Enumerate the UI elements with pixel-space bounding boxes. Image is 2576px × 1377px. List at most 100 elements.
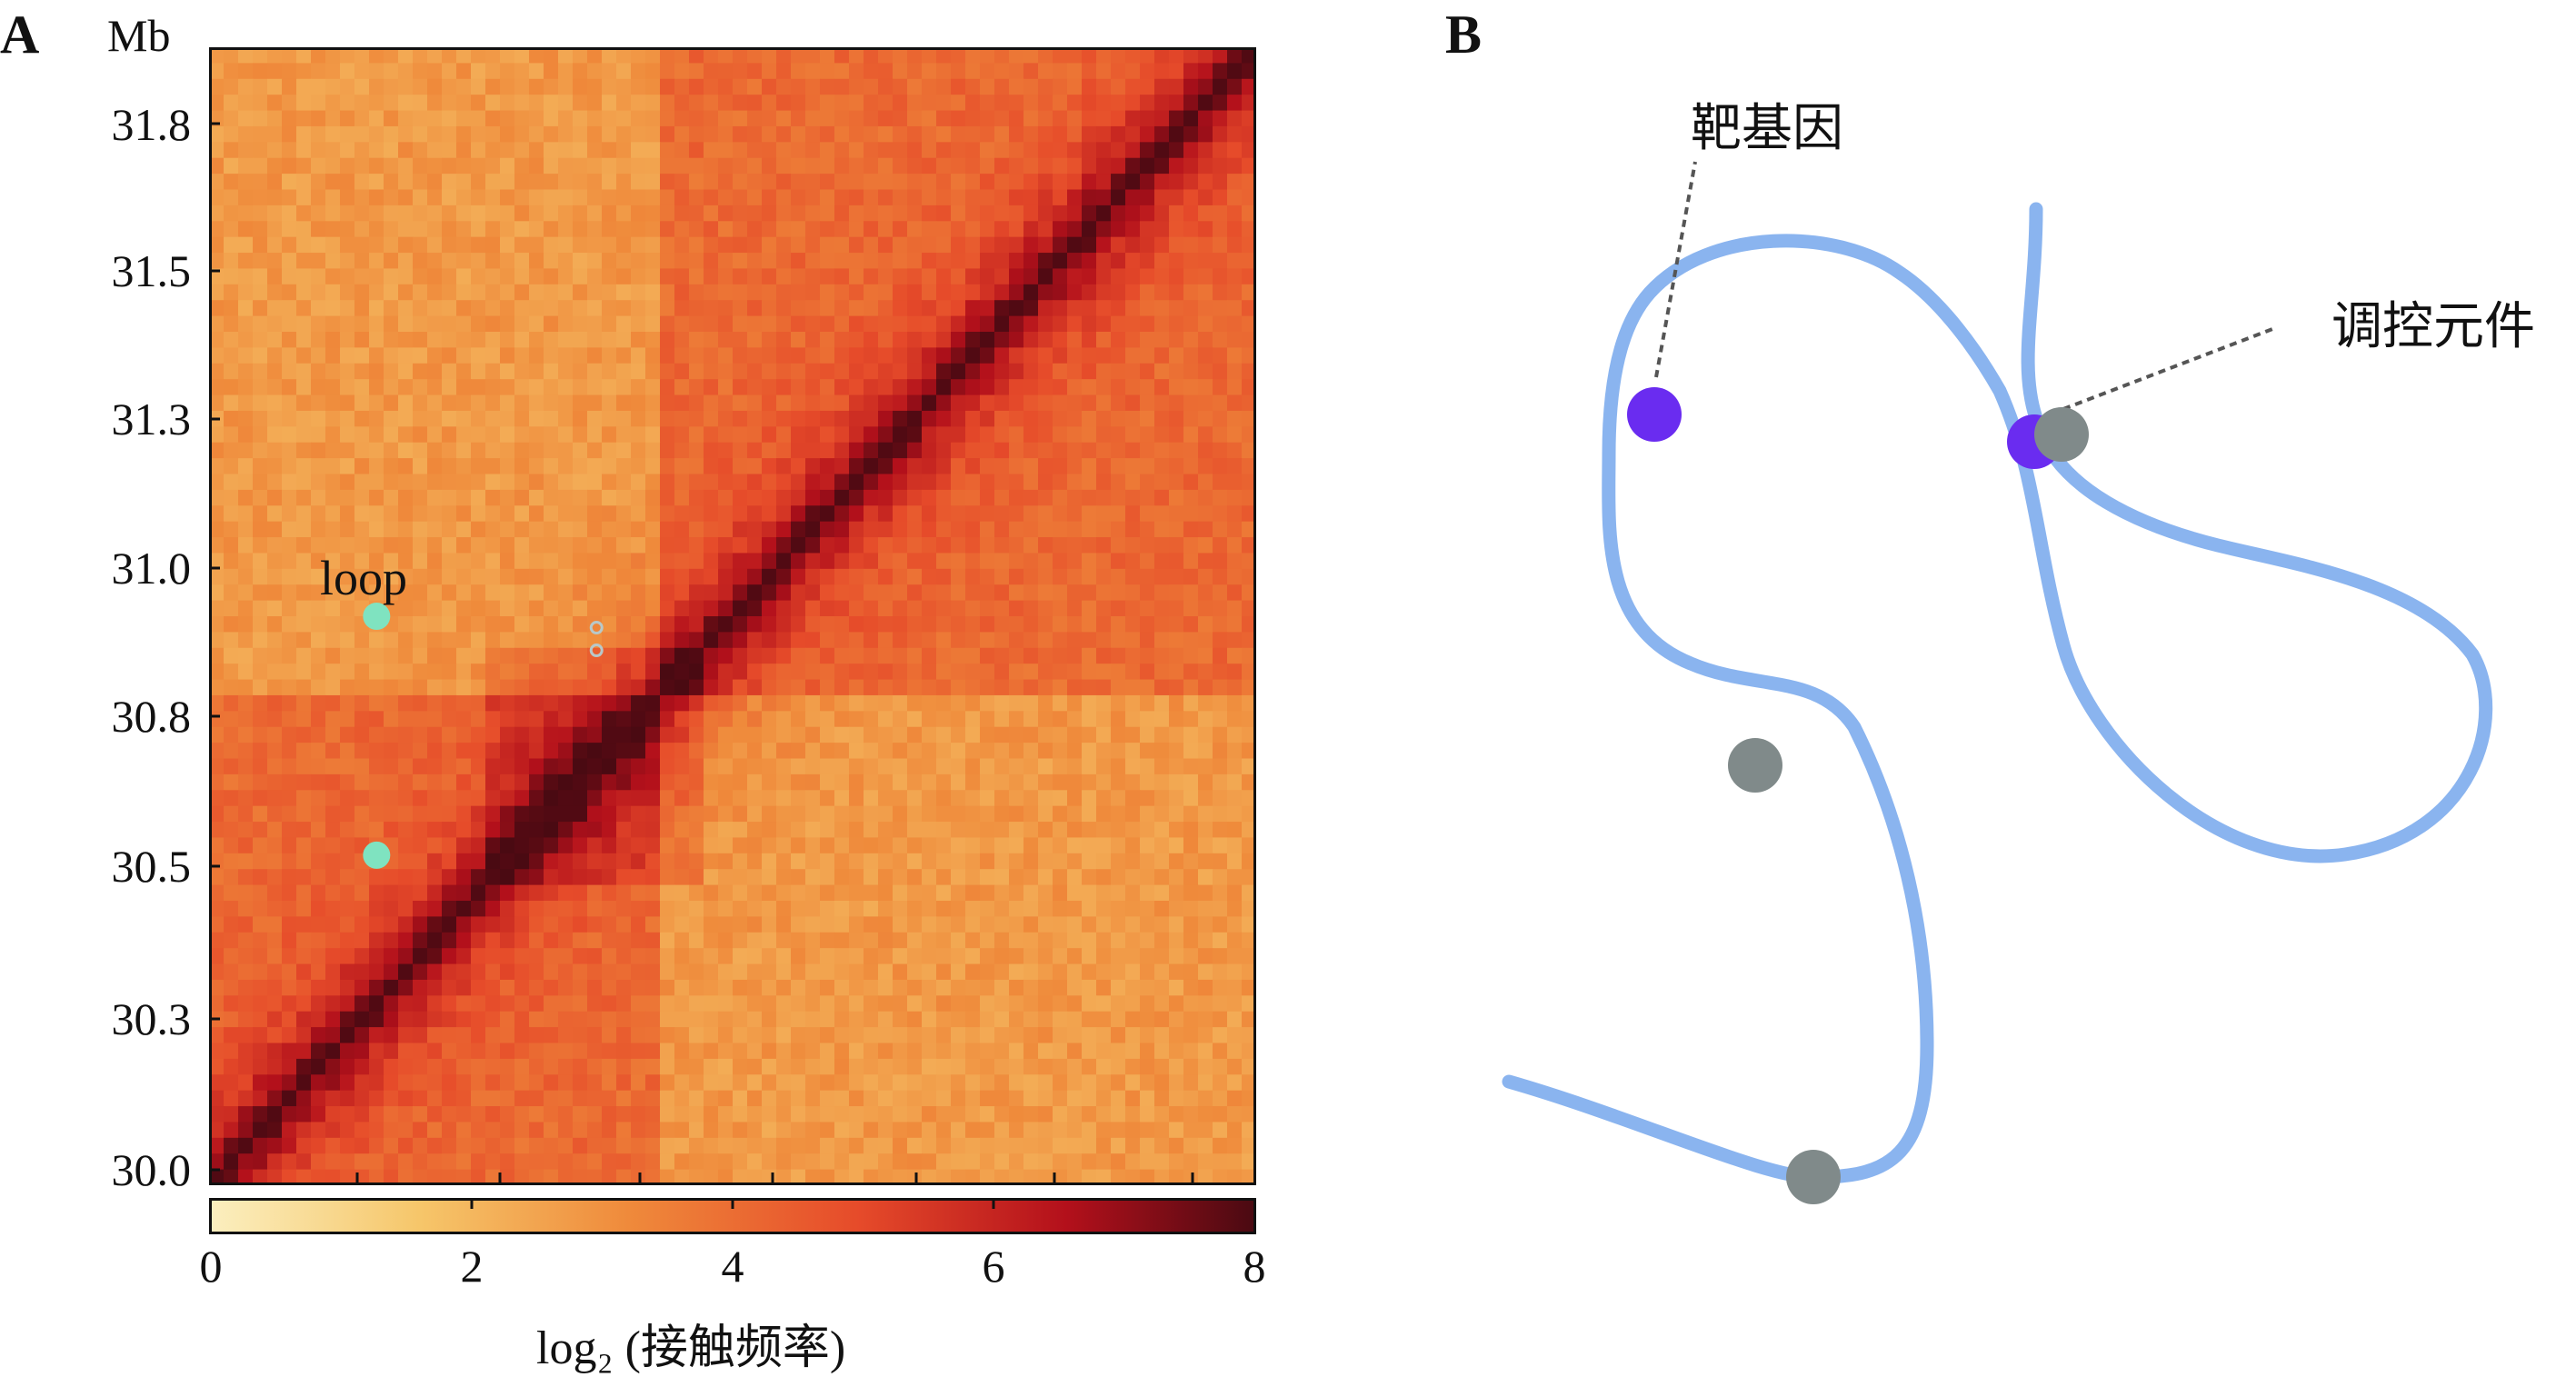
heatmap-cell — [718, 426, 734, 443]
heatmap-cell — [718, 205, 734, 222]
heatmap-cell — [427, 711, 443, 727]
heatmap-cell — [864, 395, 879, 412]
heatmap-cell — [1227, 1074, 1243, 1091]
heatmap-cell — [311, 1059, 326, 1075]
heatmap-cell — [834, 126, 850, 143]
heatmap-cell — [674, 648, 690, 664]
heatmap-cell — [427, 395, 443, 412]
heatmap-cell — [805, 490, 821, 506]
heatmap-cell — [354, 727, 370, 743]
heatmap-cell — [965, 379, 981, 395]
heatmap-cell — [1213, 584, 1228, 601]
heatmap-cell — [660, 1027, 675, 1043]
heatmap-cell — [849, 601, 864, 617]
heatmap-cell — [296, 268, 312, 284]
heatmap-cell — [1038, 332, 1053, 348]
heatmap-cell — [558, 664, 574, 680]
heatmap-cell — [253, 158, 268, 175]
heatmap-cell — [689, 284, 704, 301]
heatmap-cell — [369, 490, 384, 506]
heatmap-cell — [602, 680, 617, 696]
heatmap-cell — [980, 1106, 995, 1123]
heatmap-cell — [1198, 111, 1213, 127]
heatmap-cell — [500, 1091, 515, 1107]
heatmap-cell — [587, 664, 603, 680]
heatmap-cell — [965, 1122, 981, 1138]
heatmap-cell — [1053, 616, 1068, 633]
heatmap-cell — [922, 174, 937, 190]
heatmap-cell — [1082, 364, 1097, 380]
heatmap-cell — [631, 822, 646, 838]
heatmap-cell — [864, 490, 879, 506]
heatmap-cell — [834, 221, 850, 237]
heatmap-cell — [456, 300, 472, 316]
heatmap-cell — [325, 1138, 341, 1154]
heatmap-cell — [776, 743, 792, 759]
heatmap-cell — [805, 916, 821, 933]
heatmap-cell — [674, 364, 690, 380]
heatmap-cell — [718, 648, 734, 664]
heatmap-cell — [558, 822, 574, 838]
heatmap-cell — [1154, 268, 1170, 284]
heatmap-cell — [1009, 759, 1024, 775]
heatmap-cell — [1227, 411, 1243, 427]
heatmap-cell — [631, 1027, 646, 1043]
heatmap-cell — [1111, 806, 1126, 823]
heatmap-cell — [238, 1012, 254, 1028]
heatmap-cell — [733, 1027, 748, 1043]
heatmap-cell — [253, 1074, 268, 1091]
heatmap-cell — [834, 711, 850, 727]
heatmap-cell — [878, 743, 894, 759]
heatmap-cell — [704, 1106, 719, 1123]
heatmap-cell — [340, 869, 355, 885]
heatmap-cell — [267, 443, 283, 459]
heatmap-cell — [645, 632, 661, 648]
heatmap-cell — [384, 458, 399, 474]
heatmap-cell — [747, 601, 763, 617]
heatmap-cell — [340, 174, 355, 190]
heatmap-cell — [747, 711, 763, 727]
heatmap-cell — [267, 790, 283, 806]
heatmap-cell — [994, 1043, 1010, 1060]
heatmap-cell — [689, 1074, 704, 1091]
heatmap-cell — [1082, 1074, 1097, 1091]
heatmap-cell — [907, 300, 923, 316]
heatmap-cell — [485, 980, 501, 996]
heatmap-cell — [1125, 332, 1141, 348]
heatmap-cell — [747, 1043, 763, 1060]
heatmap-cell — [994, 759, 1010, 775]
heatmap-cell — [762, 1027, 777, 1043]
heatmap-cell — [1067, 395, 1083, 412]
heatmap-cell — [660, 948, 675, 964]
heatmap-cell — [1227, 995, 1243, 1012]
heatmap-cell — [514, 727, 530, 743]
heatmap-cell — [791, 553, 806, 569]
heatmap-cell — [544, 1027, 559, 1043]
heatmap-cell — [282, 158, 297, 175]
heatmap-cell — [805, 569, 821, 585]
heatmap-cell — [1096, 268, 1112, 284]
heatmap-cell — [849, 158, 864, 175]
heatmap-cell — [1125, 505, 1141, 522]
heatmap-cell — [864, 221, 879, 237]
heatmap-cell — [660, 933, 675, 949]
heatmap-cell — [1038, 300, 1053, 316]
heatmap-cell — [660, 727, 675, 743]
heatmap-cell — [791, 743, 806, 759]
heatmap-cell — [718, 443, 734, 459]
heatmap-cell — [849, 347, 864, 364]
heatmap-cell — [500, 126, 515, 143]
heatmap-cell — [544, 458, 559, 474]
heatmap-cell — [1009, 174, 1024, 190]
heatmap-cell — [834, 522, 850, 538]
heatmap-cell — [529, 806, 544, 823]
heatmap-cell — [500, 79, 515, 95]
heatmap-cell — [224, 664, 239, 680]
heatmap-cell — [1067, 616, 1083, 633]
heatmap-cell — [791, 158, 806, 175]
heatmap-cell — [311, 1091, 326, 1107]
heatmap-cell — [849, 790, 864, 806]
heatmap-cell — [558, 916, 574, 933]
heatmap-cell — [762, 680, 777, 696]
heatmap-cell — [282, 837, 297, 853]
